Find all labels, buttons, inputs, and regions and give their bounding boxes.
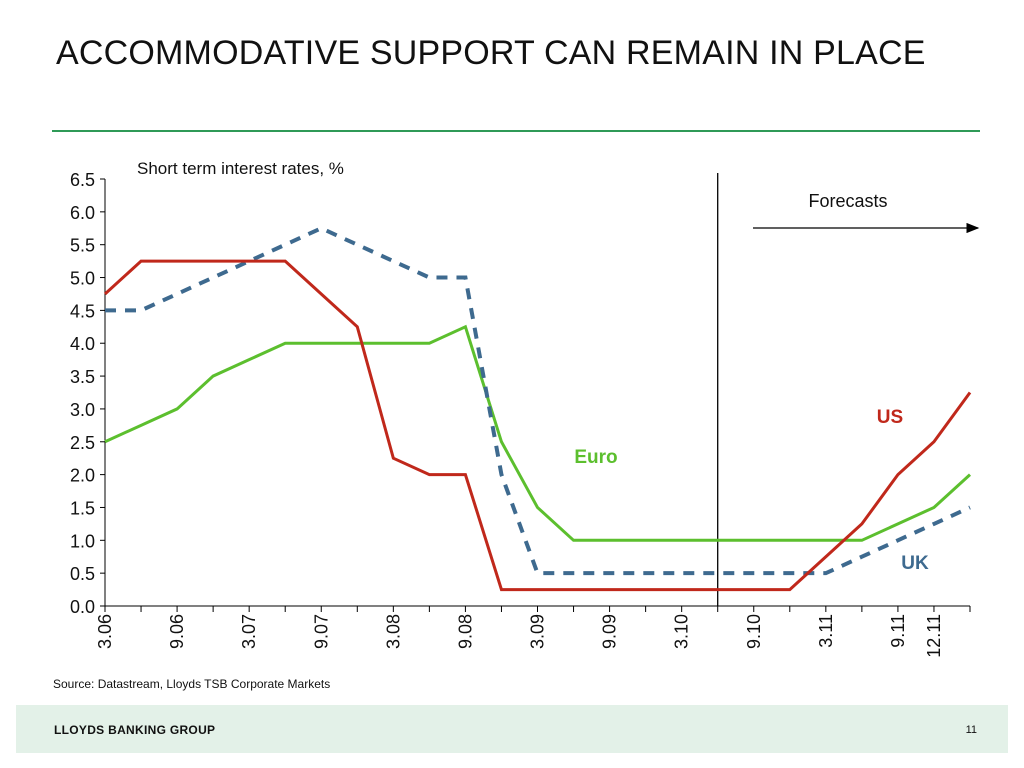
y-tick-label: 1.0 (70, 531, 95, 551)
x-tick-label: 3.08 (383, 614, 403, 649)
footer-bar: LLOYDS BANKING GROUP 11 (16, 705, 1008, 753)
x-tick-label: 3.09 (528, 614, 548, 649)
y-tick-label: 6.0 (70, 203, 95, 223)
x-tick-label: 9.09 (600, 614, 620, 649)
y-tick-label: 4.5 (70, 301, 95, 321)
x-tick-label: 9.11 (888, 614, 908, 648)
interest-rate-chart: Short term interest rates, % 0.0 0.5 1.0 1.… (70, 159, 980, 658)
y-axis: 0.0 0.5 1.0 1.5 2.0 2.5 3.0 3.5 4.0 4.5 5.0 5.5 6.0 6… (70, 170, 106, 617)
y-tick-label: 0.5 (70, 564, 95, 584)
series-line-uk (105, 226, 971, 576)
series-line-us (103, 259, 972, 592)
series-lines (103, 226, 972, 592)
y-tick-label: 1.5 (70, 498, 95, 518)
y-tick-label: 5.0 (70, 269, 95, 289)
y-tick-label: 2.5 (70, 433, 95, 453)
forecast-label: Forecasts (808, 191, 887, 211)
x-tick-label: 12.11 (924, 614, 944, 658)
x-tick-label: 3.11 (816, 614, 836, 648)
forecast-marker: Forecasts (717, 173, 980, 606)
x-tick-label: 9.07 (311, 614, 331, 649)
x-tick-label: 3.07 (239, 614, 259, 649)
series-line-euro (104, 324, 972, 542)
y-tick-label: 0.0 (70, 597, 95, 617)
x-tick-label: 9.06 (167, 614, 187, 649)
x-tick-label: 3.10 (672, 614, 692, 649)
y-tick-label: 5.5 (70, 236, 95, 256)
x-tick-label: 9.10 (744, 614, 764, 649)
footer-brand: LLOYDS BANKING GROUP (54, 723, 216, 737)
x-tick-label: 3.06 (95, 614, 115, 649)
y-tick-label: 2.0 (70, 466, 95, 486)
y-tick-label: 3.0 (70, 400, 95, 420)
chart-subtitle: Short term interest rates, % (137, 159, 344, 178)
y-tick-label: 3.5 (70, 367, 95, 387)
series-label-uk: UK (901, 553, 929, 574)
y-tick-label: 4.0 (70, 334, 95, 354)
slide-title: ACCOMMODATIVE SUPPORT CAN REMAIN IN PLAC… (56, 34, 926, 72)
series-label-us: US (877, 407, 903, 428)
y-tick-label: 6.5 (70, 170, 95, 190)
page-number: 11 (965, 724, 977, 736)
x-tick-label: 9.08 (455, 614, 475, 649)
title-divider (52, 130, 980, 132)
x-axis: 3.06 9.06 3.07 9.07 3.08 9.08 3.09 9.09 3.10 9.10… (95, 605, 971, 658)
source-note: Source: Datastream, Lloyds TSB Corporate… (53, 677, 331, 691)
series-labels: US Euro UK (574, 407, 929, 574)
series-label-euro: Euro (574, 447, 617, 468)
